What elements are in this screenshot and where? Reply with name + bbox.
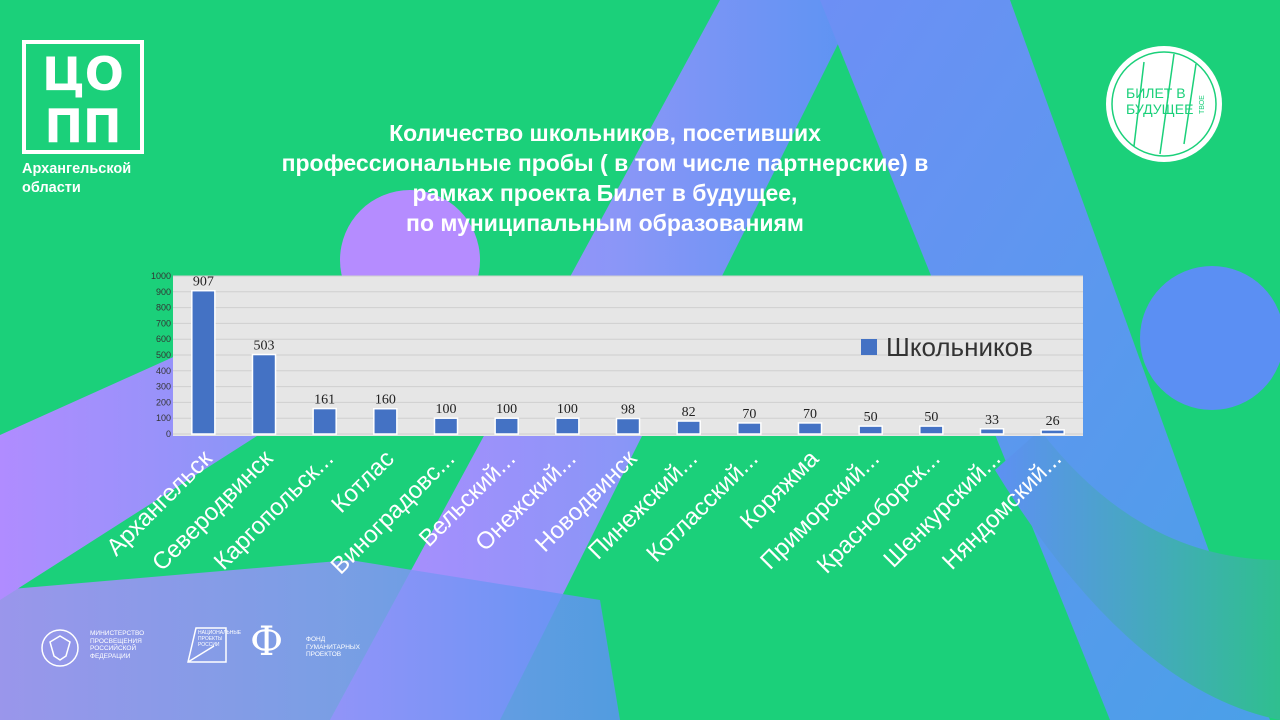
- bar: [1040, 429, 1065, 435]
- y-tick-label: 0: [166, 429, 171, 439]
- bar: [979, 428, 1005, 435]
- y-tick-label: 700: [156, 318, 171, 328]
- bar-value-label: 82: [682, 405, 696, 420]
- bar-value-label: 33: [985, 413, 999, 428]
- fund-text: Фонд гуманитарных проектов: [306, 636, 360, 658]
- bar-value-label: 161: [314, 393, 335, 408]
- y-tick-label: 500: [156, 350, 171, 360]
- bilet-line2: БУДУЩЕЕ: [1126, 101, 1193, 117]
- logo-letters-top: ЦО: [42, 47, 124, 101]
- bilet-small: ТВОЕ: [1199, 95, 1206, 114]
- chart-title: Количество школьников, посетивших профес…: [281, 120, 929, 236]
- legend: Школьников: [861, 332, 1033, 362]
- bar: [737, 422, 762, 435]
- y-tick-label: 300: [156, 382, 171, 392]
- footer-partner-logos: Министерство просвещения Российской Феде…: [38, 619, 398, 672]
- bar-value-label: 100: [496, 402, 517, 417]
- bar-value-label: 26: [1046, 414, 1060, 429]
- bar-value-label: 100: [436, 402, 457, 417]
- logo-caption: Архангельской области: [22, 161, 132, 196]
- bar-value-label: 70: [742, 407, 756, 422]
- legend-swatch: [861, 339, 877, 355]
- national-projects-icon: [187, 627, 227, 663]
- bar: [858, 425, 883, 435]
- y-tick-label: 900: [156, 287, 171, 297]
- bar: [191, 289, 216, 435]
- bilet-line1: БИЛЕТ В: [1126, 85, 1186, 101]
- bar: [312, 407, 337, 435]
- bar: [615, 417, 641, 435]
- value-labels: 907 503 161 160 100 100 100 98 82 70 70 50 50 33 26: [193, 275, 1060, 429]
- bar: [251, 353, 277, 435]
- bar: [797, 422, 823, 435]
- y-axis: 0 100 200 300 400 500 600 700 800 900 1000: [151, 271, 171, 439]
- national-projects-text: Национальные проекты России: [198, 630, 242, 648]
- bar-value-label: 503: [254, 339, 275, 354]
- bar-value-label: 98: [621, 403, 635, 418]
- bar-value-label: 50: [924, 410, 938, 425]
- bar-value-label: 100: [557, 402, 578, 417]
- logo-letters-bottom: ПП: [45, 99, 122, 153]
- y-tick-label: 200: [156, 397, 171, 407]
- bar: [555, 417, 580, 435]
- y-tick-label: 600: [156, 334, 171, 344]
- y-tick-label: 400: [156, 366, 171, 376]
- x-axis-labels: АрхангельскСеверодвинскКаргопольск...Кот…: [101, 445, 1066, 580]
- bar: [494, 417, 519, 435]
- y-tick-label: 800: [156, 303, 171, 313]
- bar-value-label: 70: [803, 407, 817, 422]
- bar: [676, 420, 701, 435]
- bilet-v-budushchee-logo: БИЛЕТ В БУДУЩЕЕ ТВОЕ: [1104, 44, 1224, 164]
- ministry-text: Министерство просвещения Российской Феде…: [90, 630, 145, 660]
- y-tick-label: 1000: [151, 271, 171, 281]
- cropp-logo: ЦО ПП Архангельской области: [22, 40, 146, 198]
- bar: [433, 417, 459, 435]
- ministry-emblem-icon: [41, 629, 79, 667]
- bar-value-label: 50: [864, 410, 878, 425]
- bar-value-label: 907: [193, 275, 214, 290]
- bar-value-label: 160: [375, 393, 396, 408]
- fund-letter-icon: Ф: [250, 619, 284, 665]
- legend-label: Школьников: [886, 332, 1033, 362]
- bar: [919, 425, 944, 435]
- bar: [373, 407, 398, 435]
- y-tick-label: 100: [156, 413, 171, 423]
- bars: [191, 289, 1065, 435]
